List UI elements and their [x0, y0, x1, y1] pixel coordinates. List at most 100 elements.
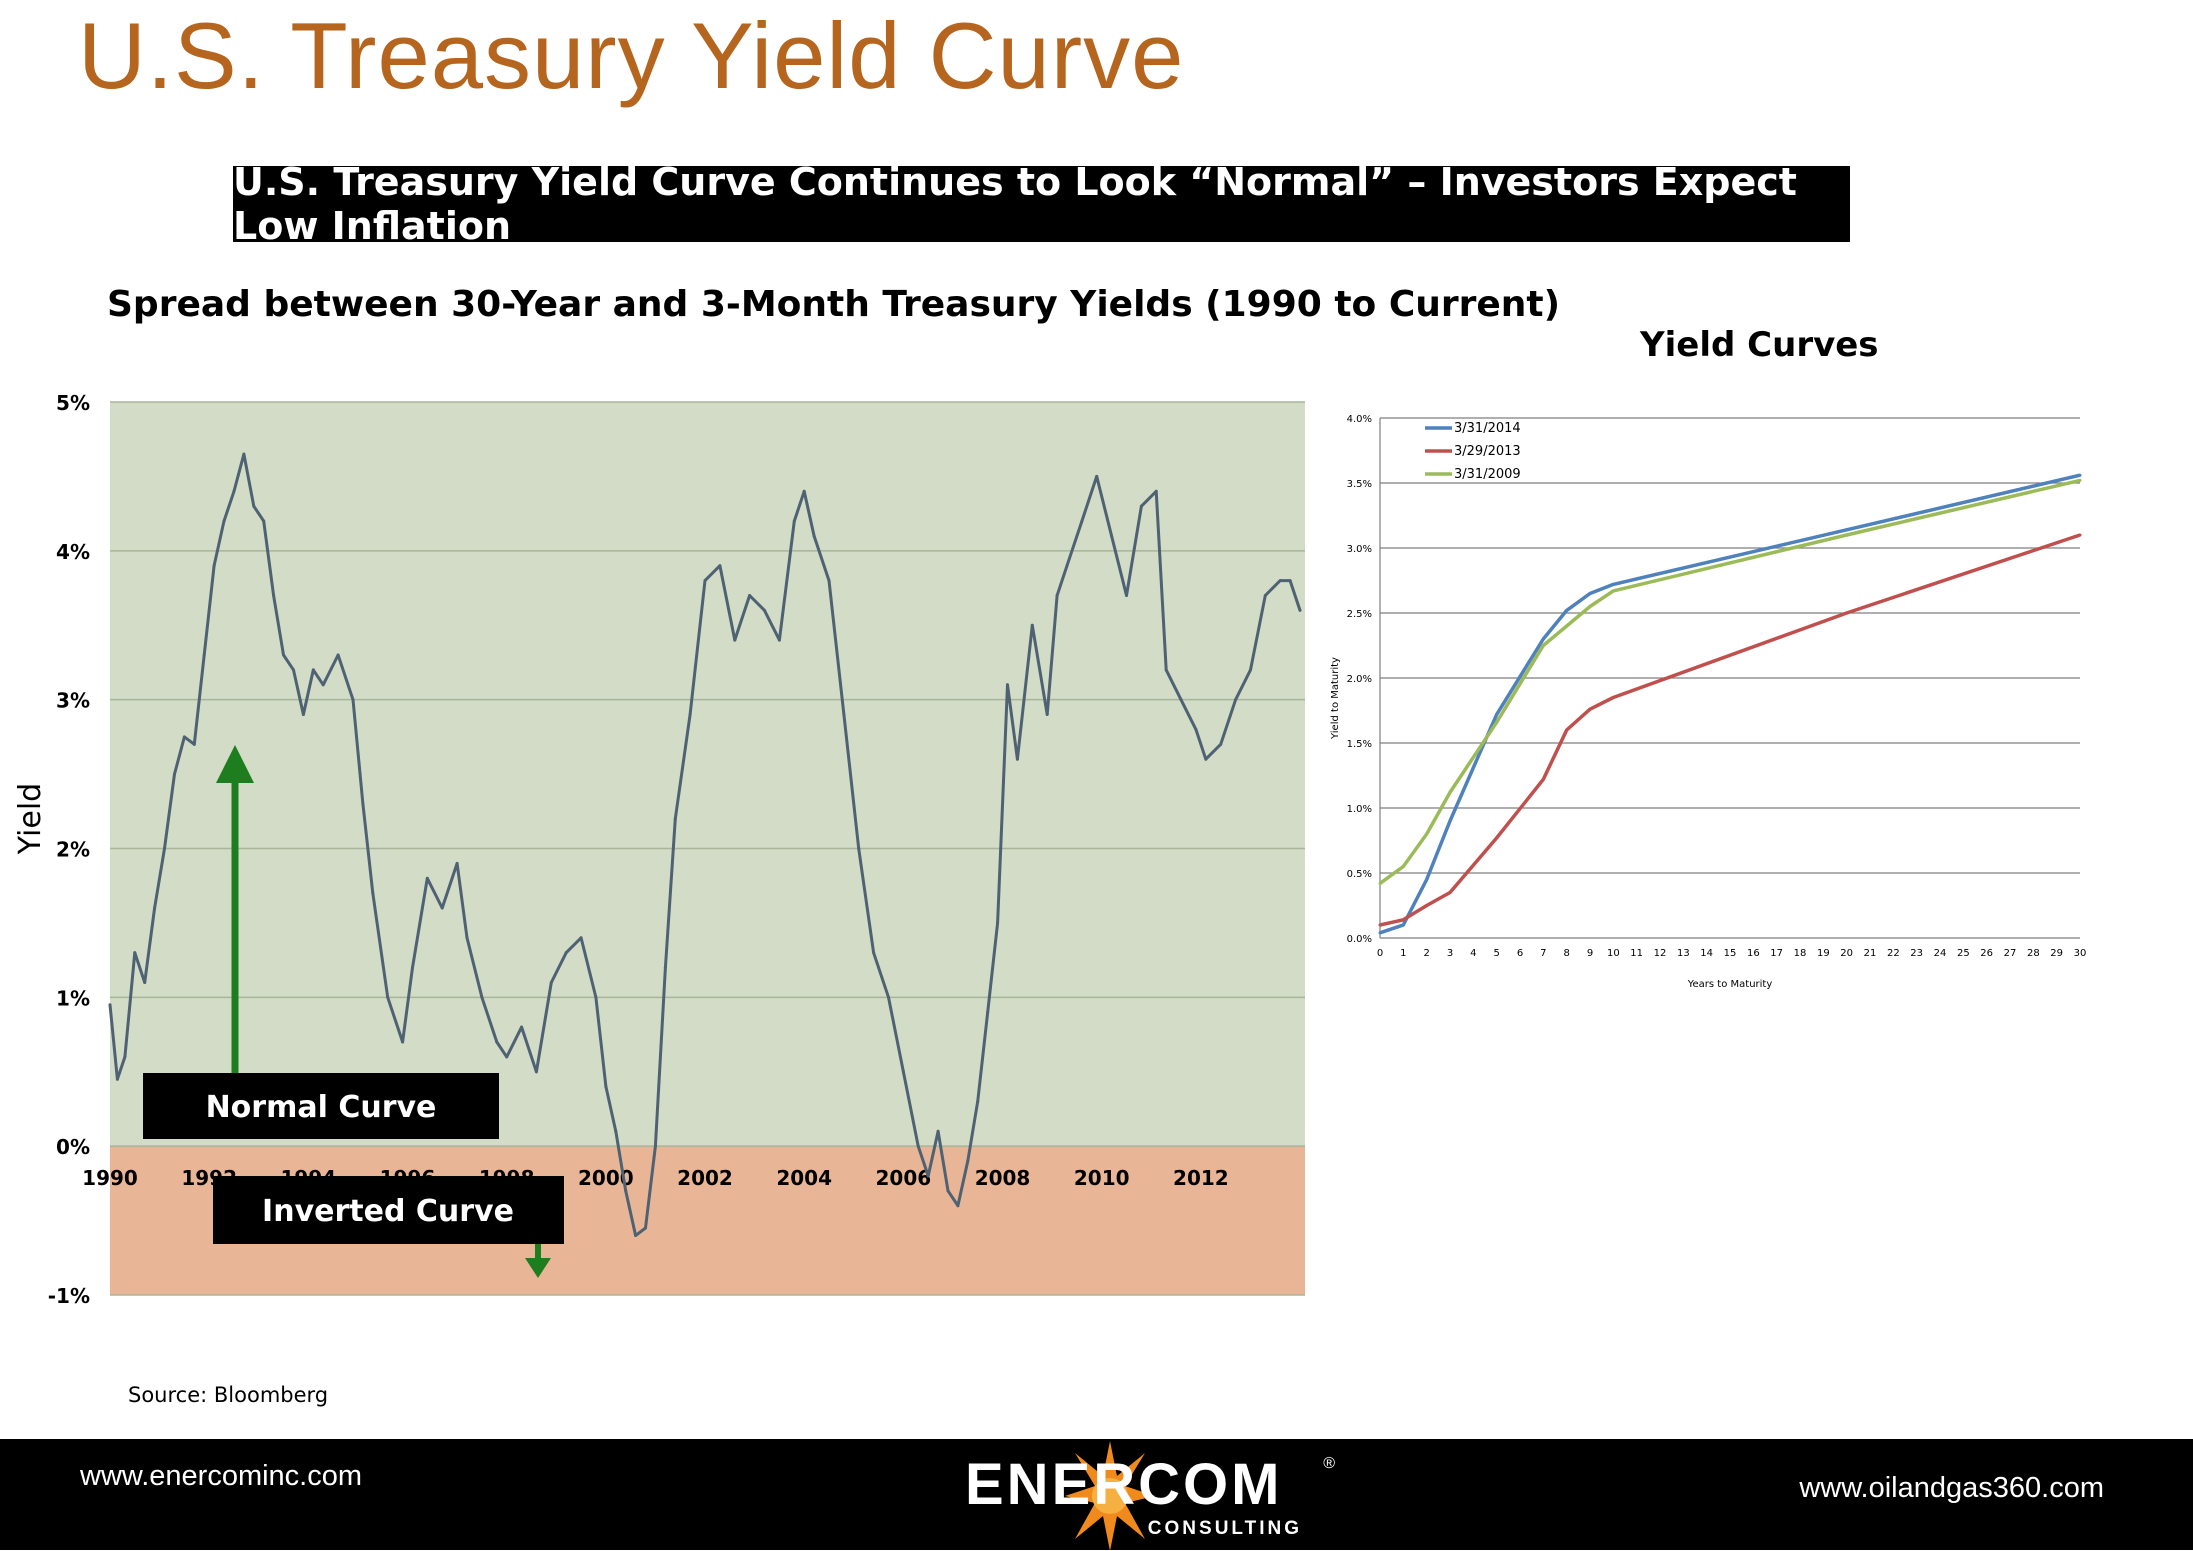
spread-data-point — [1095, 474, 1099, 478]
yield-data-point — [1541, 637, 1545, 641]
spread-data-point — [465, 936, 469, 940]
spread-data-point — [857, 847, 861, 850]
y-tick-label: 0.5% — [1347, 869, 1372, 880]
spread-data-point — [802, 489, 806, 493]
spread-data-point — [440, 906, 444, 910]
spread-data-point — [163, 847, 167, 850]
y-tick-label: 2% — [56, 838, 90, 862]
spread-data-point — [480, 995, 484, 999]
spread-data-point — [1194, 727, 1198, 731]
spread-data-point — [336, 653, 340, 657]
x-tick-label: 2006 — [876, 1166, 932, 1190]
spread-data-point — [1045, 713, 1049, 717]
spread-data-point — [153, 906, 157, 910]
spread-data-point — [351, 698, 355, 702]
x-tick-label: 6 — [1517, 948, 1523, 959]
y-tick-label: -1% — [48, 1284, 90, 1308]
spread-data-point — [495, 1040, 499, 1044]
y-tick-label: 4.0% — [1347, 414, 1372, 425]
yield-data-point — [1565, 728, 1569, 732]
spread-data-point — [1164, 668, 1168, 672]
x-tick-label: 28 — [2027, 948, 2040, 959]
y-tick-label: 1% — [56, 986, 90, 1010]
yield-series-line — [1379, 533, 2081, 927]
yield-data-point — [1495, 712, 1499, 716]
x-tick-label: 2008 — [975, 1166, 1031, 1190]
x-tick-label: 7 — [1540, 948, 1546, 959]
x-tick-label: 3 — [1447, 948, 1453, 959]
spread-data-point — [579, 936, 583, 940]
x-tick-label: 17 — [1770, 948, 1783, 959]
spread-data-point — [1248, 668, 1252, 672]
yield-data-point — [1611, 589, 1615, 593]
yield-curves-title: Yield Curves — [1640, 325, 1879, 365]
footer-bar: www.enercominc.com ENERCOM CONSULTING ® … — [0, 1439, 2193, 1551]
x-tick-label: 1990 — [82, 1166, 138, 1190]
x-tick-label: 15 — [1724, 948, 1737, 959]
page-title: U.S. Treasury Yield Curve — [78, 3, 1185, 108]
x-tick-label: 12 — [1654, 948, 1667, 959]
spread-data-point — [1110, 534, 1114, 538]
x-tick-label: 16 — [1747, 948, 1760, 959]
spread-data-point — [1139, 504, 1143, 508]
spread-data-point — [1278, 579, 1282, 583]
spread-data-point — [663, 966, 667, 970]
spread-data-point — [1179, 698, 1183, 702]
spread-data-point — [763, 608, 767, 612]
y-tick-label: 2.5% — [1347, 609, 1372, 620]
yield-data-point — [1401, 865, 1405, 868]
spread-data-point — [812, 534, 816, 538]
yield-data-point — [1448, 819, 1452, 823]
yield-data-point — [1541, 777, 1545, 781]
spread-chart-subtitle: Spread between 30-Year and 3-Month Treas… — [107, 284, 1561, 325]
spread-data-point — [634, 1233, 638, 1237]
spread-data-point — [172, 772, 176, 776]
yield-data-point — [1448, 891, 1452, 894]
spread-data-point — [614, 1129, 618, 1133]
spread-data-point — [1124, 593, 1128, 597]
enercom-website-link[interactable]: www.enercominc.com — [80, 1460, 363, 1492]
spread-data-point — [202, 653, 206, 657]
spread-data-point — [232, 489, 236, 493]
normal-zone-area — [110, 402, 1305, 1147]
spread-data-point — [644, 1226, 648, 1230]
spread-data-point — [549, 980, 553, 984]
yield-data-point — [1565, 624, 1569, 628]
enercom-logo: ENERCOM CONSULTING ® — [965, 1441, 1335, 1551]
x-tick-label: 2012 — [1173, 1166, 1229, 1190]
spread-data-point — [1015, 757, 1019, 761]
spread-data-point — [108, 1003, 112, 1007]
sunburst-icon — [1065, 1441, 1155, 1551]
spread-data-point — [718, 564, 722, 568]
x-tick-label: 2004 — [776, 1166, 832, 1190]
yield-data-point — [1588, 592, 1592, 595]
yield-data-point — [1611, 696, 1615, 699]
spread-data-point — [564, 951, 568, 955]
x-tick-label: 9 — [1587, 948, 1593, 959]
legend-label: 3/31/2014 — [1454, 421, 1521, 436]
spread-data-point — [505, 1055, 509, 1059]
spread-data-point — [1204, 757, 1208, 761]
yield-data-point — [2078, 533, 2082, 537]
x-tick-label: 5 — [1493, 948, 1499, 959]
y-tick-label: 0.0% — [1347, 934, 1372, 945]
yield-data-point — [1845, 528, 1849, 532]
y-tick-label: 3% — [56, 689, 90, 713]
x-tick-label: 22 — [1887, 948, 1900, 959]
logo-subtitle: CONSULTING — [1147, 1518, 1302, 1539]
logo-wordmark: ENERCOM — [965, 1452, 1283, 1517]
spread-data-point — [996, 921, 1000, 925]
x-tick-label: 2010 — [1074, 1166, 1130, 1190]
spread-data-point — [361, 802, 365, 806]
spread-data-point — [272, 593, 276, 597]
spread-data-point — [872, 951, 876, 955]
yield-data-point — [1378, 881, 1382, 885]
spread-data-point — [624, 1189, 628, 1193]
inverted-curve-label: Inverted Curve — [262, 1194, 514, 1229]
oilandgas360-website-link[interactable]: www.oilandgas360.com — [1799, 1472, 2104, 1504]
spread-data-point — [1288, 579, 1292, 583]
inverted-arrow-head — [525, 1258, 551, 1278]
yield-data-point — [1495, 836, 1499, 840]
spread-chart: 5%4%3%2%1%0%-1%Yield19901992199419961998… — [13, 391, 1305, 1308]
spread-data-point — [301, 713, 305, 717]
